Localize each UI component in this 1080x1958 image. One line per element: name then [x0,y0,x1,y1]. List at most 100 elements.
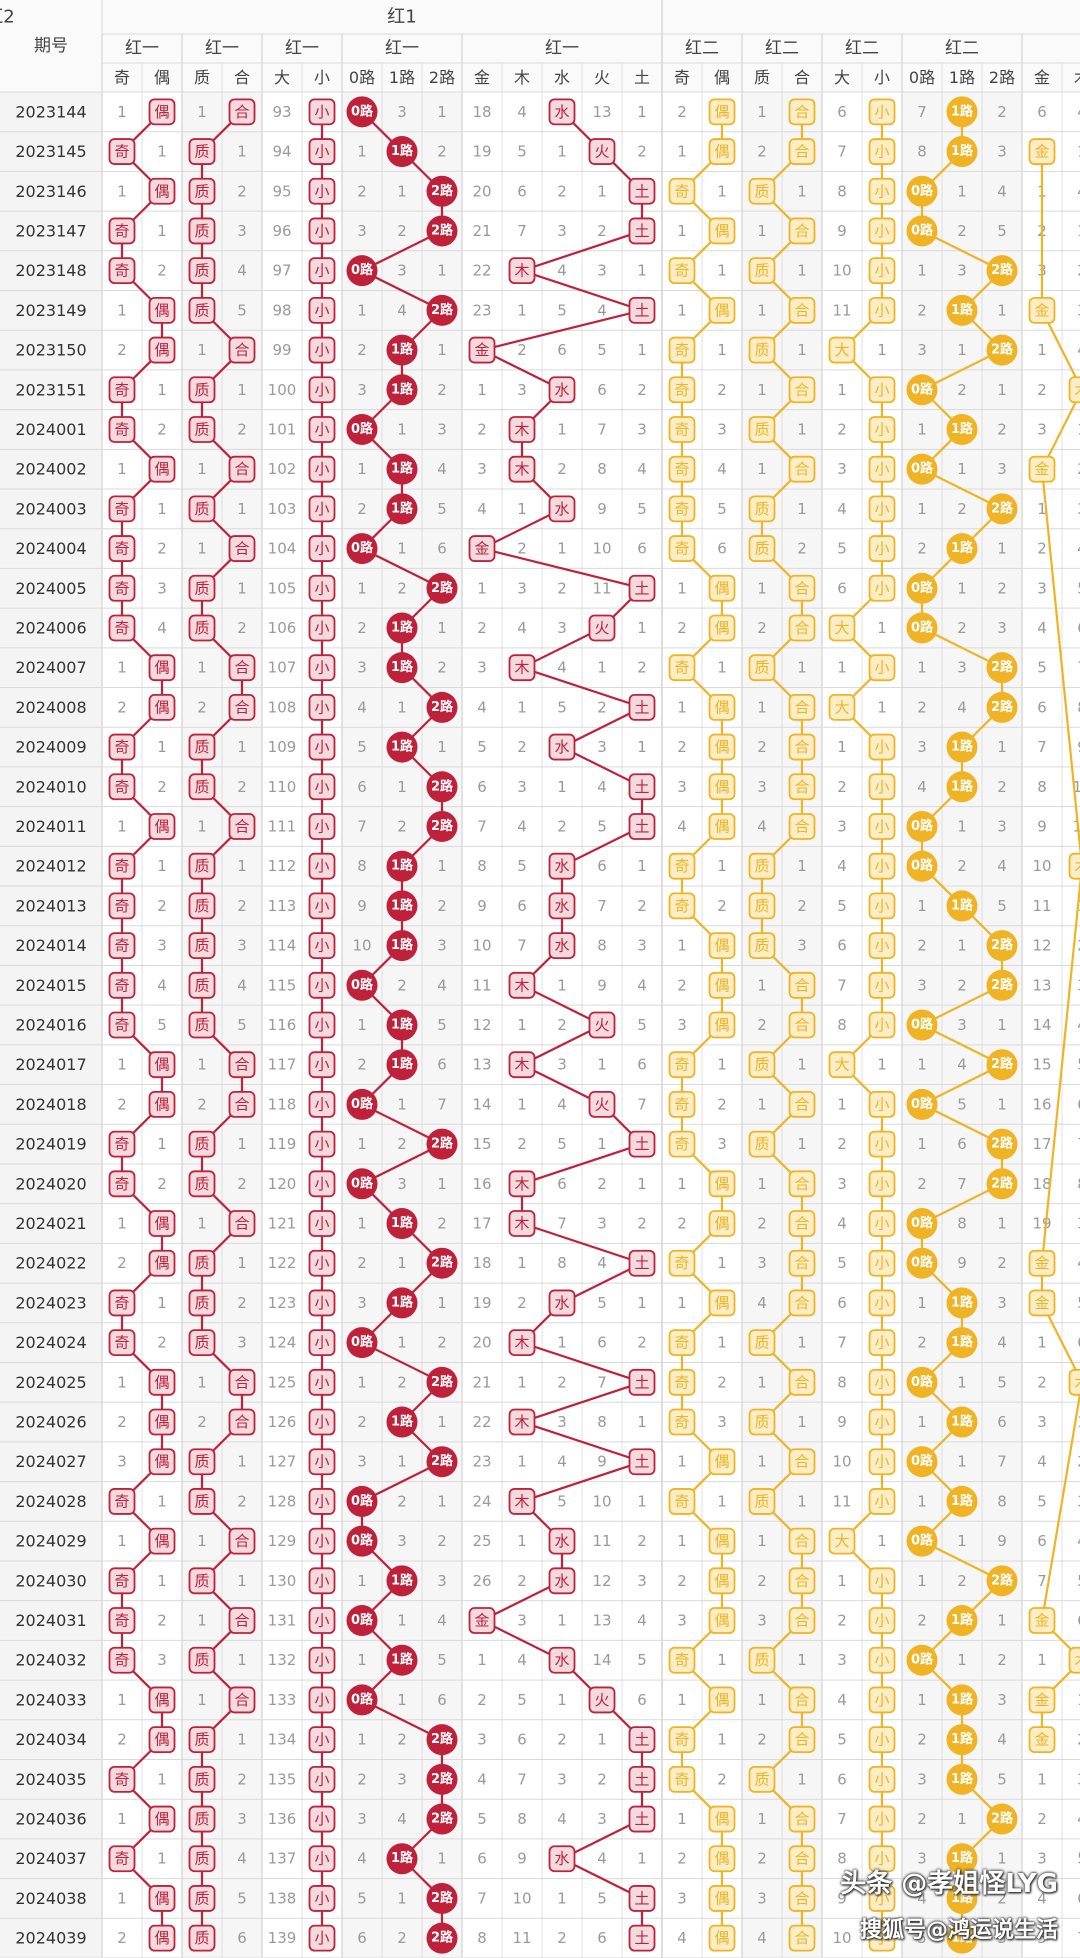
hong1-prime-comp-hit-label: 质 [194,420,209,438]
hong1-big-small-hit-label: 小 [314,1850,329,1868]
hong1-miss-count: 9 [597,500,607,518]
hong2-miss-count: 5 [1077,1850,1080,1868]
hong2-miss-count: 11 [1072,817,1080,835]
hong2-big-small-hit-marker [868,1011,896,1039]
hong1-prime-comp-hit-label: 合 [234,1056,249,1074]
hong2-big-small-hit-marker [868,1567,896,1595]
hong2-big-small-hit-label: 小 [874,976,889,994]
hong1-road-hit-marker [426,810,458,842]
hong2-miss-count: 1 [917,1294,927,1312]
hong1-miss-count: 2 [117,1413,127,1431]
hong2-odd-even-hit-marker [708,1686,736,1714]
period-label: 2024007 [15,658,86,677]
hong1-prime-comp-hit-marker [188,1765,216,1793]
hong1-road-hit-marker [386,1644,418,1676]
hong2-miss-count: 4 [1077,1532,1080,1550]
hong2-odd-even-hit-marker [668,1368,696,1396]
hong1-miss-count: 1 [397,1334,407,1352]
hong2-big-small-hit-marker [868,892,896,920]
hong2-miss-count: 4 [957,698,967,716]
hong2-miss-count: 4 [997,1334,1007,1352]
hong1-miss-count: 15 [472,1135,491,1153]
hong2-miss-count: 1 [797,1135,807,1153]
period-label: 2024025 [15,1373,86,1392]
period-label: 2024011 [15,817,86,836]
hong1-odd-even-hit-marker [148,1924,176,1952]
hong1-miss-count: 5 [477,1810,487,1828]
hong2-road-hit-marker [946,890,978,922]
hong1-odd-even-hit-marker [148,1408,176,1436]
hong1-miss-count: 5 [557,1492,567,1510]
period-header: 期号 [34,36,68,56]
hong1-big-small-hit-label: 小 [314,1651,329,1669]
hong2-prime-comp-hit-marker [748,852,776,880]
hong1-big-small-hit-marker [308,1130,336,1158]
hong1-element-hit-marker [508,1408,536,1436]
hong1-odd-even-hit-label: 偶 [154,659,169,677]
hong2-miss-count: 1 [877,1056,887,1074]
hong1-big-small-hit-marker [308,614,336,642]
hong1-odd-even-hit-marker [108,614,136,642]
hong1-miss-count: 126 [268,1413,297,1431]
hong1-big-small-hit-label: 小 [314,500,329,518]
hong1-prime-comp-hit-marker [228,1686,256,1714]
hong2-miss-count: 1 [757,460,767,478]
hong1-prime-comp-hit-label: 质 [194,1572,209,1590]
hong1-odd-even-hit-label: 奇 [114,1850,129,1868]
hong2-element-hit-marker [1028,1607,1056,1634]
hong2-big-small-hit-label: 小 [874,1492,889,1510]
hong2-element-hit-marker [1028,1289,1056,1317]
hong2-miss-count: 1 [917,1056,927,1074]
hong1-miss-count: 1 [157,1135,167,1153]
hong2-prime-comp-hit-label: 合 [794,1889,809,1907]
hong2-miss-count: 3 [1037,1850,1047,1868]
header-bg [0,0,1080,92]
hong1-miss-count: 1 [237,1135,247,1153]
hong2-prime-comp-hit-marker [788,1686,816,1714]
hong2-odd-even-hit-label: 偶 [714,698,729,716]
hong1-odd-even-hit-marker [108,535,136,562]
hong1-prime-comp-hit-marker [228,98,256,126]
hong1-miss-count: 6 [437,1691,447,1709]
hong1-miss-count: 3 [237,1810,247,1828]
hong2-miss-count: 5 [957,1095,967,1113]
hong2-odd-even-hit-marker [668,654,696,682]
hong1-road-hit-marker [346,255,378,287]
column-label: 火 [594,68,610,87]
hong1-miss-count: 117 [268,1056,297,1074]
hong1-prime-comp-hit-label: 合 [234,1215,249,1233]
hong2-road-hit-marker [946,413,978,445]
hong1-prime-comp-hit-label: 质 [194,976,209,994]
hong1-element-hit-label: 火 [594,619,609,637]
hong1-odd-even-hit-label: 奇 [114,937,129,955]
hong1-miss-count: 1 [117,659,127,677]
hong2-prime-comp-hit-marker [748,535,776,562]
hong1-miss-count: 2 [197,698,207,716]
hong1-miss-count: 2 [237,182,247,200]
hong2-miss-count: 2 [757,1850,767,1868]
hong1-miss-count: 1 [237,143,247,161]
hong2-odd-even-hit-label: 奇 [674,182,689,200]
hong1-big-small-hit-label: 小 [314,976,329,994]
hong1-miss-count: 3 [237,937,247,955]
hong1-prime-comp-hit-marker [188,416,216,443]
hong1-element-hit-marker [628,177,656,205]
hong2-miss-count: 2 [757,619,767,637]
hong1-road-hit-label: 1路 [391,659,414,675]
hong1-road-hit-marker [386,930,418,962]
period-label: 2024032 [15,1651,86,1670]
hong2-big-small-hit-label: 小 [874,659,889,677]
column-label: 质 [754,68,770,87]
hong1-element-hit-marker [628,1448,656,1476]
hong1-miss-count: 99 [272,341,291,359]
hong1-element-hit-marker [628,813,656,840]
hong1-miss-count: 3 [397,1770,407,1788]
hong2-miss-count: 5 [1037,659,1047,677]
hong2-road-hit-marker [986,969,1018,1001]
hong1-prime-comp-hit-label: 质 [194,381,209,399]
hong2-miss-count: 1 [797,1334,807,1352]
hong1-odd-even-hit-marker [148,693,176,721]
period-label: 2024004 [15,539,86,558]
hong1-miss-count: 4 [157,619,167,637]
hong1-road-hit-label: 1路 [391,1850,414,1866]
